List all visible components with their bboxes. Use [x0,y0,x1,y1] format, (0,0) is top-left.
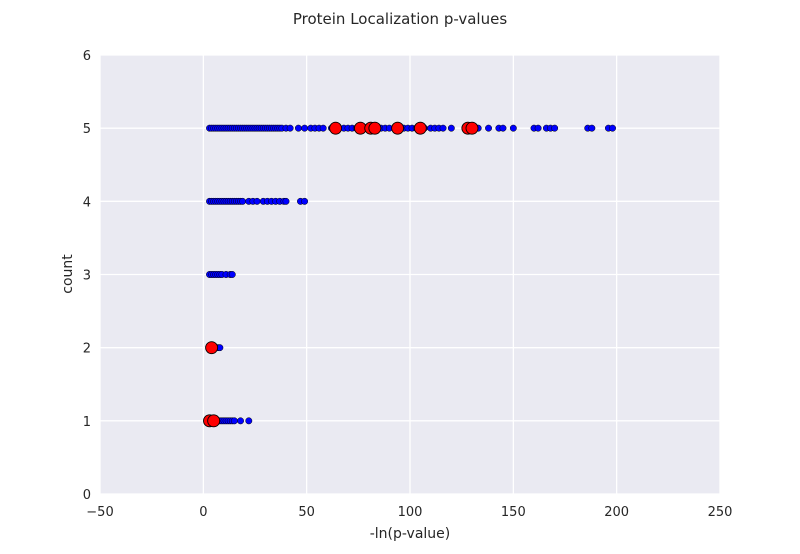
data-point [239,197,247,205]
chart-title: Protein Localization p-values [293,10,507,28]
y-tick-label: 3 [83,269,91,284]
data-point [301,124,309,132]
data-point [294,124,302,132]
y-tick-label: 6 [83,49,91,64]
x-tick-label: 250 [708,505,733,520]
data-point [499,124,507,132]
x-tick-label: 50 [298,505,315,520]
y-tick-labels: 0 1 2 3 4 5 6 [83,49,91,503]
data-point [534,124,542,132]
x-tick-label: −50 [86,505,113,520]
highlight-point [207,414,221,428]
data-point [551,124,559,132]
data-point [609,124,616,132]
highlight-point [368,121,382,135]
highlight-point [329,121,343,135]
data-point [301,197,309,205]
highlight-point [391,121,405,135]
data-point [485,124,492,132]
x-tick-labels: −50 0 50 100 150 200 250 [86,505,732,520]
data-point [509,124,517,132]
data-point [230,417,238,425]
y-axis-label: count [60,254,76,294]
data-point [286,124,294,132]
data-point [439,124,447,132]
highlight-point [205,341,219,355]
x-tick-label: 150 [501,505,526,520]
data-point [282,197,290,205]
highlight-point [465,121,479,135]
x-tick-label: 200 [604,505,629,520]
data-point [253,197,261,205]
data-point [447,124,455,132]
data-point [588,124,596,132]
y-tick-label: 5 [83,122,91,137]
series-1 [203,121,479,428]
data-point [237,417,244,425]
x-tick-label: 100 [398,505,423,520]
y-tick-label: 2 [83,342,91,357]
data-point [319,124,327,132]
x-tick-label: 0 [199,505,207,520]
data-point [245,417,253,425]
highlight-point [413,121,427,135]
y-tick-label: 4 [83,195,91,210]
data-point [228,271,236,278]
y-tick-label: 0 [83,488,91,503]
y-tick-label: 1 [83,415,91,430]
data-points [203,121,616,428]
x-axis-label: -ln(p-value) [370,526,451,542]
